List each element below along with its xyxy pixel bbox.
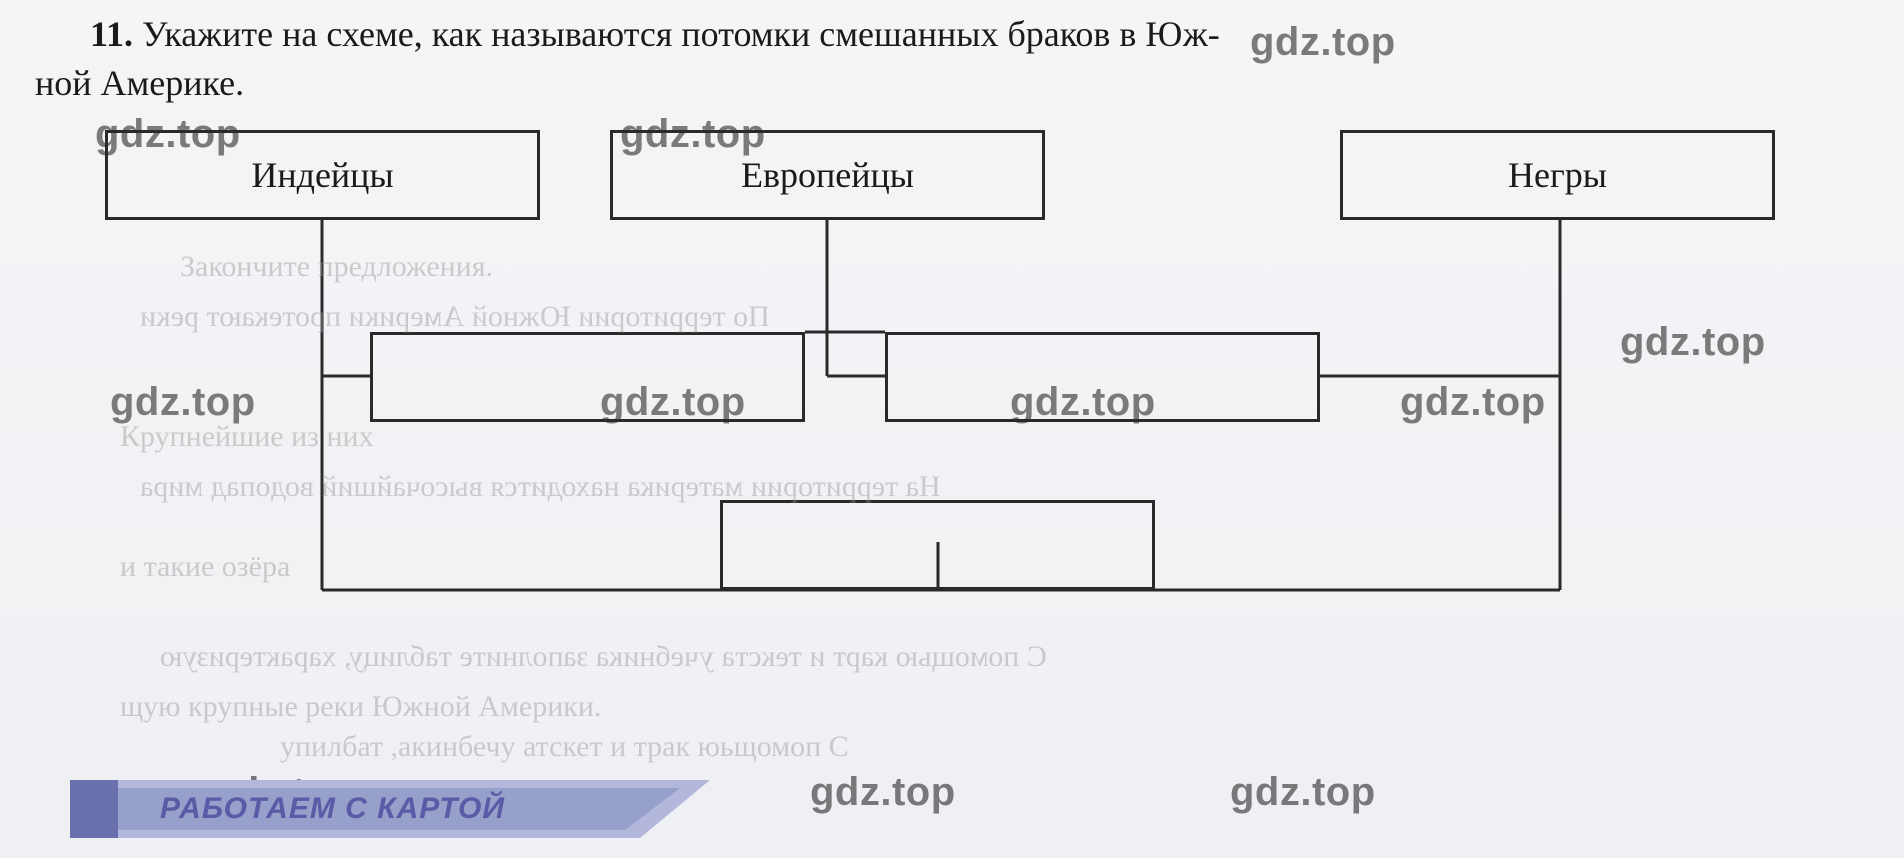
- question-number: 11.: [90, 14, 133, 54]
- watermark: gdz.top: [1400, 380, 1546, 425]
- diagram-box-label: Негры: [1508, 154, 1607, 196]
- question-text: 11. Укажите на схеме, как называются пот…: [90, 10, 1844, 107]
- section-tab: РАБОТАЕМ С КАРТОЙ: [70, 780, 710, 838]
- ghost-text: Крупнейшие из них: [120, 420, 374, 454]
- diagram-box-label: Индейцы: [251, 154, 393, 196]
- diagram-box-top: Европейцы: [610, 130, 1045, 220]
- diagram-box-mid: [885, 332, 1320, 422]
- diagram-box-top: Негры: [1340, 130, 1775, 220]
- watermark: gdz.top: [110, 380, 256, 425]
- ghost-text: С помощью карт и текста учебника заполни…: [160, 640, 1047, 674]
- question-line1: Укажите на схеме, как называются потомки…: [142, 14, 1220, 54]
- question-line2: ной Америке.: [35, 63, 244, 103]
- watermark: gdz.top: [810, 770, 956, 815]
- ghost-text: щую крупные реки Южной Америки.: [120, 690, 601, 724]
- watermark: gdz.top: [1620, 320, 1766, 365]
- page-root: { "question": { "number": "11.", "text_l…: [0, 0, 1904, 858]
- diagram-box-top: Индейцы: [105, 130, 540, 220]
- ghost-text: Закончите предложения.: [180, 250, 493, 284]
- diagram-box-mid: [370, 332, 805, 422]
- ghost-text: На территории материка находится высочай…: [140, 470, 941, 504]
- ghost-text: По территории Южной Америки протекают ре…: [140, 300, 770, 334]
- ghost-text: и такие озёра: [120, 550, 290, 584]
- diagram-box-bottom: [720, 500, 1155, 590]
- watermark: gdz.top: [1230, 770, 1376, 815]
- section-tab-label: РАБОТАЕМ С КАРТОЙ: [160, 792, 505, 826]
- diagram-box-label: Европейцы: [741, 154, 914, 196]
- section-tab-bar: [70, 780, 118, 838]
- ghost-text: упилбат ,акинбечу атскет и трак юьщомоп …: [280, 730, 849, 764]
- diagram-connectors: [0, 0, 1904, 858]
